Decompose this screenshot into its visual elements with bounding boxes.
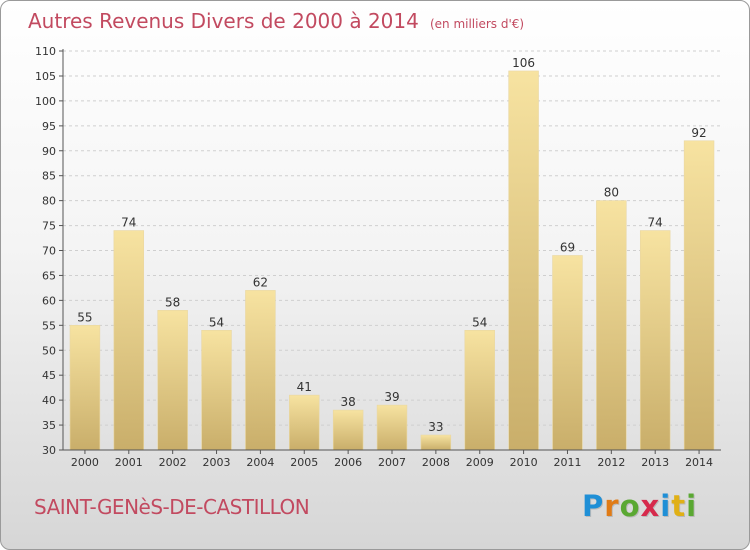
y-axis: 30 35 40 45 50 55 60 65 70 75 80 85 90 95 100 105 110 xyxy=(35,45,64,457)
y-tick-label: 45 xyxy=(42,369,56,382)
value-label: 54 xyxy=(209,315,224,329)
y-tick-label: 65 xyxy=(42,269,56,282)
bar-2002 xyxy=(157,310,188,451)
x-tick-label: 2001 xyxy=(115,456,143,469)
y-tick-label: 55 xyxy=(42,319,56,332)
y-tick-label: 40 xyxy=(42,394,56,407)
value-label: 41 xyxy=(297,380,312,394)
y-tick-label: 95 xyxy=(42,120,56,133)
bar-2012 xyxy=(596,200,627,451)
bar-2013 xyxy=(639,230,671,451)
bar-2004 xyxy=(245,290,276,451)
brand-letter: r xyxy=(604,489,620,523)
brand-letter: i xyxy=(660,489,672,523)
commune-name: SAINT-GENèS-DE-CASTILLON xyxy=(34,495,310,519)
bar-2001 xyxy=(113,230,145,451)
value-label: 58 xyxy=(165,295,180,309)
brand-letter: x xyxy=(640,489,661,523)
bars xyxy=(69,70,715,451)
brand-logo: Proxiti xyxy=(582,489,697,523)
value-label: 33 xyxy=(428,420,443,434)
y-tick-label: 70 xyxy=(42,245,56,258)
x-axis: 2000 2001 2002 2003 2004 2005 2006 2007 2008 2009… xyxy=(63,449,721,469)
value-label: 92 xyxy=(691,126,706,140)
brand-letter: o xyxy=(619,489,641,523)
x-tick-label: 2012 xyxy=(597,456,625,469)
bar-2003 xyxy=(201,329,232,451)
y-tick-label: 85 xyxy=(42,170,56,183)
bar-2005 xyxy=(289,394,320,451)
value-label: 62 xyxy=(253,275,268,289)
y-tick-label: 80 xyxy=(42,195,56,208)
bar-2008 xyxy=(420,434,452,451)
bar-2011 xyxy=(552,255,583,451)
y-tick-label: 90 xyxy=(42,145,56,158)
x-tick-label: 2013 xyxy=(641,456,669,469)
y-tick-label: 50 xyxy=(42,344,56,357)
value-label: 74 xyxy=(648,216,663,230)
bar-2006 xyxy=(332,409,364,451)
y-tick-label: 100 xyxy=(35,95,56,108)
bar-2014 xyxy=(683,140,715,451)
value-label: 55 xyxy=(77,310,92,324)
x-tick-label: 2000 xyxy=(71,456,99,469)
value-label: 80 xyxy=(604,186,619,200)
x-tick-label: 2006 xyxy=(334,456,362,469)
brand-letter: i xyxy=(686,489,698,523)
brand-letter: t xyxy=(671,489,687,523)
y-tick-label: 35 xyxy=(42,419,56,432)
x-tick-label: 2008 xyxy=(422,456,450,469)
x-tick-label: 2014 xyxy=(685,456,713,469)
bar-2009 xyxy=(464,329,495,451)
value-label: 74 xyxy=(121,216,136,230)
y-tick-label: 60 xyxy=(42,294,56,307)
value-label: 69 xyxy=(560,240,575,254)
value-label: 39 xyxy=(384,390,399,404)
x-tick-label: 2003 xyxy=(203,456,231,469)
y-tick-label: 105 xyxy=(35,70,56,83)
x-tick-label: 2011 xyxy=(553,456,581,469)
value-labels: 55 74 58 54 62 41 38 39 33 54 106 69 80 74 92 xyxy=(77,56,706,434)
y-tick-label: 110 xyxy=(35,45,56,58)
y-tick-label: 30 xyxy=(42,444,56,457)
value-label: 54 xyxy=(472,315,487,329)
title-row: Autres Revenus Divers de 2000 à 2014 (en… xyxy=(28,9,524,33)
chart-subtitle: (en milliers d'€) xyxy=(429,17,525,31)
x-tick-label: 2004 xyxy=(246,456,274,469)
value-label: 38 xyxy=(340,395,355,409)
bar-2007 xyxy=(376,404,408,451)
x-tick-label: 2007 xyxy=(378,456,406,469)
brand-letter: P xyxy=(582,489,605,523)
bar-2010 xyxy=(508,70,539,451)
x-tick-label: 2002 xyxy=(159,456,187,469)
x-tick-label: 2005 xyxy=(290,456,318,469)
x-tick-label: 2009 xyxy=(466,456,494,469)
chart-title: Autres Revenus Divers de 2000 à 2014 xyxy=(28,9,419,33)
y-tick-label: 75 xyxy=(42,220,56,233)
x-tick-label: 2010 xyxy=(510,456,538,469)
bar-2000 xyxy=(69,325,101,451)
value-label: 106 xyxy=(512,56,535,70)
